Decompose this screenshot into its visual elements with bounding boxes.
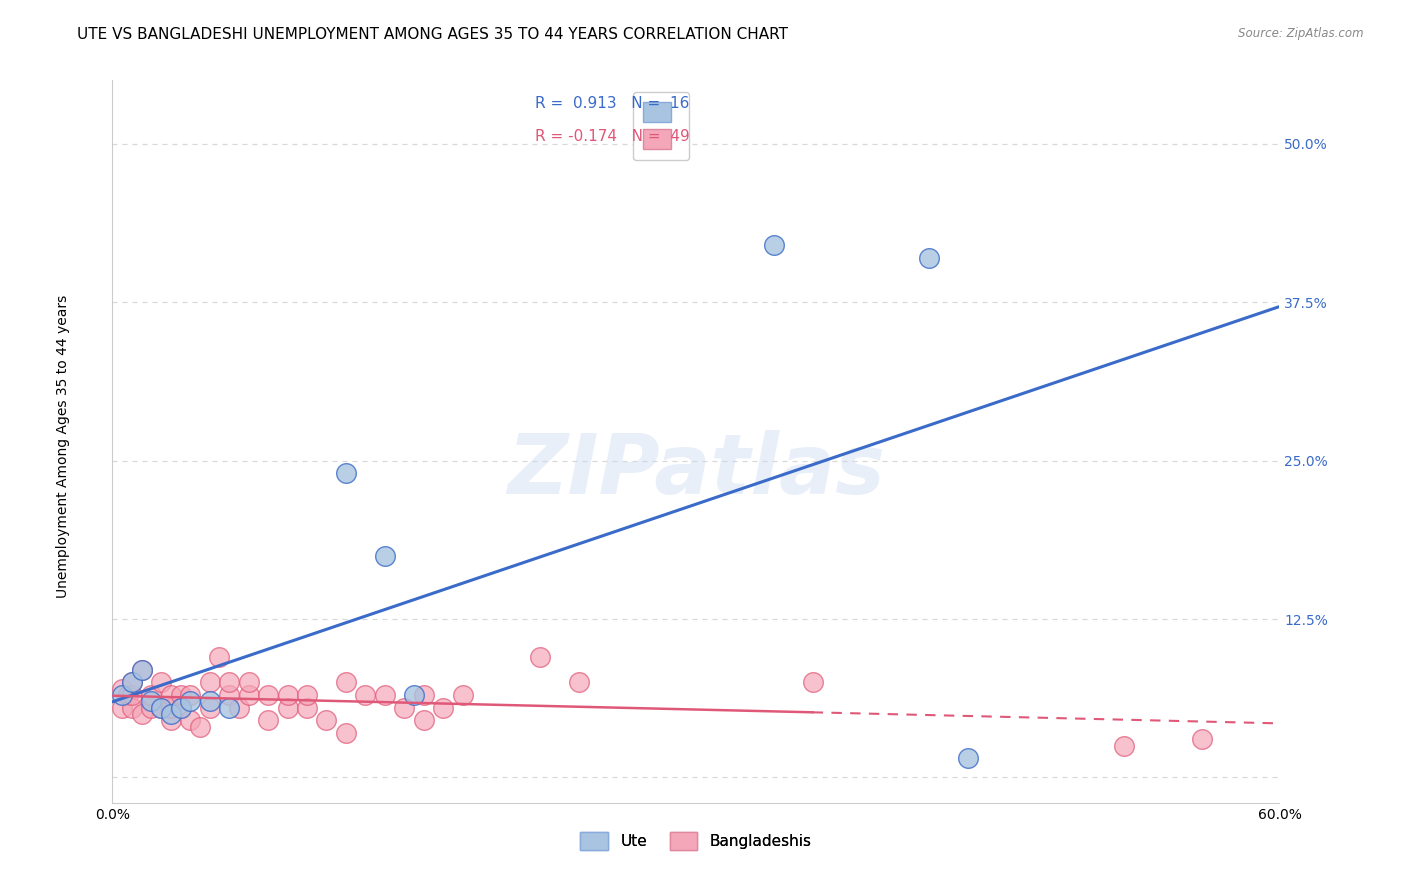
Point [121,688,143,702]
Point [169,700,191,714]
Point [394,700,416,714]
Point [412,714,434,728]
Point [295,700,318,714]
Text: R =  0.913   N =  16: R = 0.913 N = 16 [534,96,689,112]
Point [918,251,941,265]
Point [111,700,134,714]
Point [257,688,280,702]
Point [179,694,201,708]
Point [160,714,183,728]
Point [335,675,357,690]
Point [568,675,591,690]
Point [451,688,474,702]
Point [257,714,280,728]
Point [160,700,183,714]
Point [354,688,377,702]
Point [218,675,240,690]
Point [402,688,425,702]
Text: UTE VS BANGLADESHI UNEMPLOYMENT AMONG AGES 35 TO 44 YEARS CORRELATION CHART: UTE VS BANGLADESHI UNEMPLOYMENT AMONG AG… [77,27,789,42]
Point [762,238,785,252]
Point [111,681,134,696]
Point [1112,739,1135,753]
Point [432,700,454,714]
Point [412,688,434,702]
Point [131,663,153,677]
Point [315,714,337,728]
Point [1191,732,1213,747]
Point [529,650,551,665]
Point [276,688,298,702]
Point [179,714,201,728]
Text: ZIPatlas: ZIPatlas [508,430,884,511]
Text: Unemployment Among Ages 35 to 44 years: Unemployment Among Ages 35 to 44 years [56,294,70,598]
Point [276,700,298,714]
Point [335,726,357,740]
Legend: Ute, Bangladeshis: Ute, Bangladeshis [574,826,818,856]
Point [141,688,163,702]
Point [374,549,396,563]
Point [169,688,191,702]
Text: R = -0.174   N =  49: R = -0.174 N = 49 [534,128,690,144]
Point [160,707,183,722]
Point [374,688,396,702]
Point [208,650,231,665]
Point [111,688,134,702]
Point [169,700,191,714]
Point [131,707,153,722]
Point [117,688,139,702]
Point [295,688,318,702]
Point [150,675,173,690]
Point [160,688,183,702]
Point [121,675,143,690]
Point [179,688,201,702]
Text: Source: ZipAtlas.com: Source: ZipAtlas.com [1239,27,1364,40]
Point [150,700,173,714]
Point [141,694,163,708]
Point [335,467,357,481]
Point [957,751,980,765]
Point [198,700,221,714]
Point [218,688,240,702]
Point [238,675,260,690]
Point [150,700,173,714]
Point [228,700,250,714]
Point [801,675,824,690]
Point [121,675,143,690]
Point [121,700,143,714]
Point [198,694,221,708]
Point [131,663,153,677]
Point [188,720,211,734]
Point [198,675,221,690]
Point [238,688,260,702]
Point [141,700,163,714]
Point [218,700,240,714]
